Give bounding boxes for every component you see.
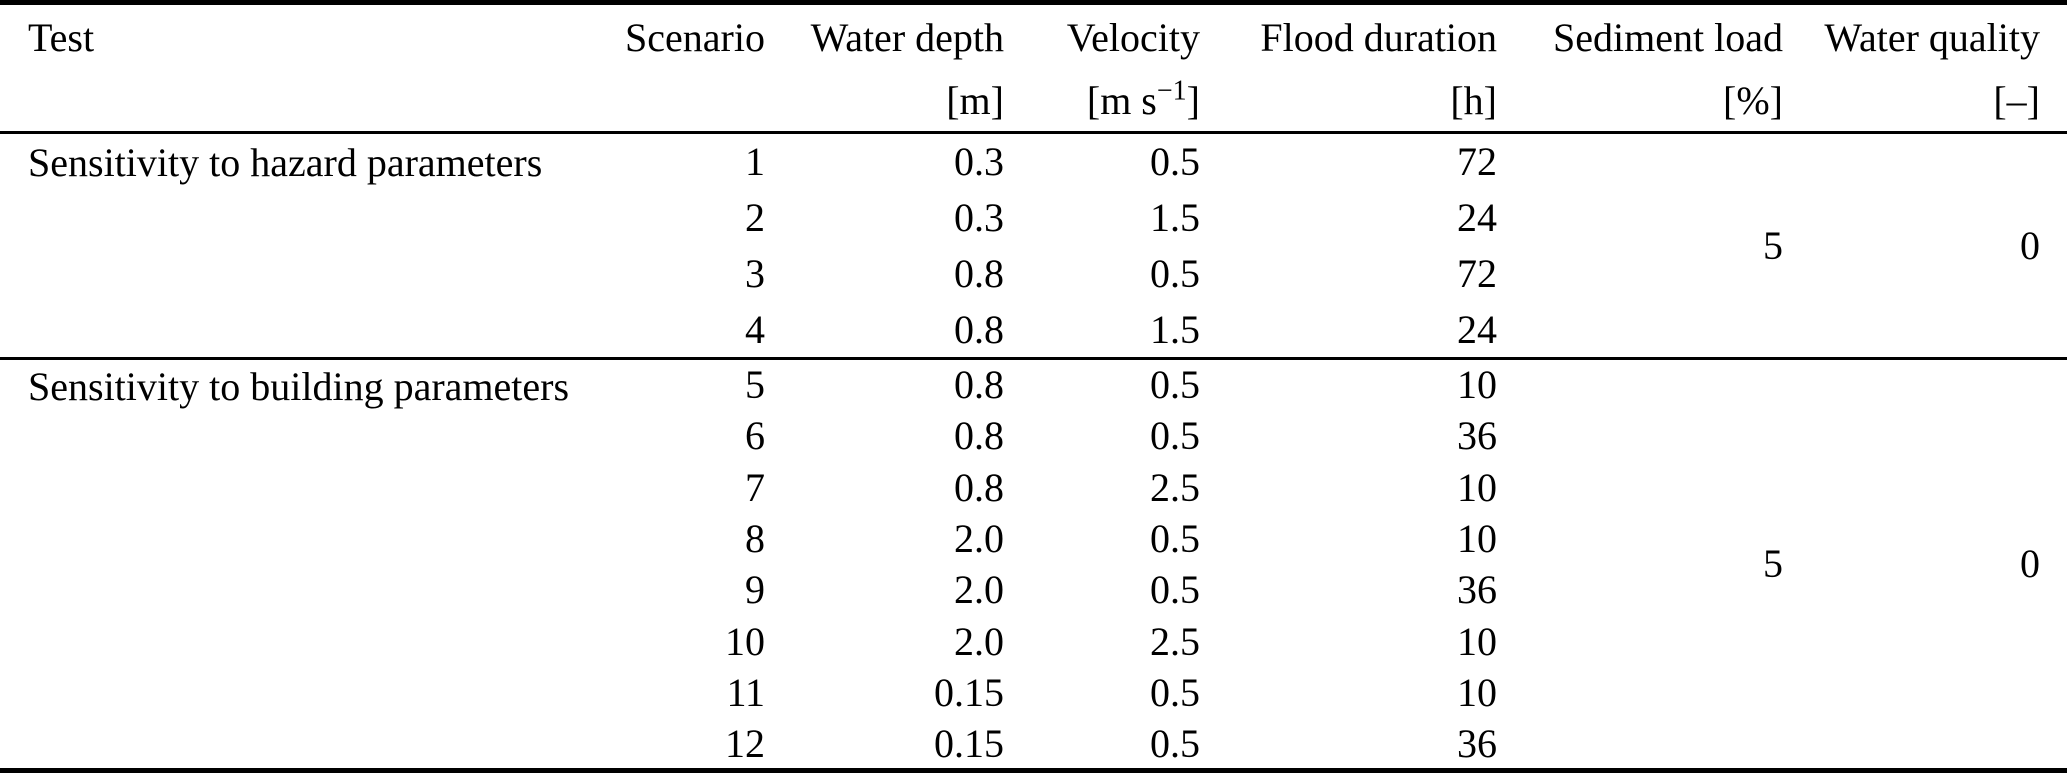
table-row: 11 0.15 0.5 10 xyxy=(0,667,2067,718)
cell-velocity: 0.5 xyxy=(1150,720,1200,766)
cell-velocity: 1.5 xyxy=(1150,194,1200,240)
unit-velocity: [m s−1] xyxy=(1014,69,1210,133)
table-row: 7 0.8 2.5 10 xyxy=(0,461,2067,512)
section-label: Sensitivity to hazard parameters xyxy=(28,140,543,185)
cell-water-depth: 2.0 xyxy=(954,515,1004,561)
column-header-water-quality: Water quality xyxy=(1824,14,2040,60)
section-label: Sensitivity to building parameters xyxy=(28,363,570,409)
cell-flood-duration: 36 xyxy=(1457,567,1497,613)
cell-scenario: 12 xyxy=(725,720,765,766)
cell-flood-duration: 36 xyxy=(1457,720,1497,766)
unit-velocity-pre: [m s xyxy=(1086,77,1157,123)
cell-water-depth: 0.3 xyxy=(954,138,1004,184)
cell-scenario: 6 xyxy=(745,413,765,459)
cell-scenario: 10 xyxy=(725,618,765,664)
cell-flood-duration: 10 xyxy=(1457,515,1497,561)
cell-scenario: 2 xyxy=(745,194,765,240)
cell-flood-duration: 10 xyxy=(1457,618,1497,664)
cell-velocity: 1.5 xyxy=(1150,306,1200,352)
cell-flood-duration: 72 xyxy=(1457,251,1497,297)
table-row: 4 0.8 1.5 24 xyxy=(0,302,2067,358)
cell-flood-duration: 24 xyxy=(1457,306,1497,352)
cell-water-depth: 0.3 xyxy=(954,194,1004,240)
cell-velocity: 0.5 xyxy=(1150,138,1200,184)
cell-flood-duration: 10 xyxy=(1457,362,1497,408)
cell-scenario: 5 xyxy=(745,362,765,408)
table-header: Test Scenario Water depth Velocity Flood… xyxy=(0,3,2067,133)
unit-velocity-superscript: −1 xyxy=(1156,75,1187,107)
section-hazard-parameters: Sensitivity to hazard parameters 1 0.3 0… xyxy=(0,133,2067,359)
cell-velocity: 2.5 xyxy=(1150,464,1200,510)
cell-velocity: 0.5 xyxy=(1150,413,1200,459)
unit-water-quality: [–] xyxy=(1993,77,2040,123)
cell-scenario: 11 xyxy=(726,670,765,716)
cell-scenario: 4 xyxy=(745,306,765,352)
table-row: 12 0.15 0.5 36 xyxy=(0,719,2067,771)
column-header-sediment-load: Sediment load xyxy=(1553,14,1783,60)
cell-velocity: 0.5 xyxy=(1150,515,1200,561)
header-unit-row: [m] [m s−1] [h] [%] [–] xyxy=(0,69,2067,133)
unit-test xyxy=(0,69,610,133)
cell-water-depth: 0.15 xyxy=(934,720,1004,766)
unit-water-depth: [m] xyxy=(946,77,1004,123)
cell-flood-duration: 36 xyxy=(1457,413,1497,459)
cell-water-depth: 0.8 xyxy=(954,464,1004,510)
column-header-flood-duration: Flood duration xyxy=(1260,14,1497,60)
column-header-water-depth: Water depth xyxy=(810,14,1004,60)
cell-sediment-load-merged: 5 xyxy=(1763,222,1783,268)
cell-velocity: 2.5 xyxy=(1150,618,1200,664)
table-row: 10 2.0 2.5 10 xyxy=(0,616,2067,667)
cell-water-depth: 0.8 xyxy=(954,413,1004,459)
cell-scenario: 8 xyxy=(745,515,765,561)
unit-scenario xyxy=(610,69,775,133)
column-header-test: Test xyxy=(28,14,95,60)
header-label-row: Test Scenario Water depth Velocity Flood… xyxy=(0,3,2067,70)
unit-velocity-post: ] xyxy=(1186,77,1200,123)
unit-sediment-load: [%] xyxy=(1723,77,1783,123)
cell-scenario: 7 xyxy=(745,464,765,510)
cell-water-quality-merged: 0 xyxy=(2020,541,2040,587)
table-row: 8 2.0 0.5 10 xyxy=(0,513,2067,564)
cell-velocity: 0.5 xyxy=(1150,251,1200,297)
cell-water-depth: 0.8 xyxy=(954,362,1004,408)
table-row: Sensitivity to building parameters 5 0.8… xyxy=(0,358,2067,586)
cell-water-depth: 0.8 xyxy=(954,306,1004,352)
cell-scenario: 3 xyxy=(745,251,765,297)
cell-water-quality-merged: 0 xyxy=(2020,222,2040,268)
column-header-velocity: Velocity xyxy=(1066,14,1200,60)
cell-scenario: 1 xyxy=(745,138,765,184)
table-row: 3 0.8 0.5 72 xyxy=(0,245,2067,301)
unit-flood-duration: [h] xyxy=(1450,77,1497,123)
column-header-scenario: Scenario xyxy=(625,14,765,60)
cell-water-depth: 0.8 xyxy=(954,251,1004,297)
cell-flood-duration: 72 xyxy=(1457,138,1497,184)
cell-velocity: 0.5 xyxy=(1150,567,1200,613)
table-row: 9 2.0 0.5 36 xyxy=(0,564,2067,615)
cell-sediment-load-merged: 5 xyxy=(1763,541,1783,587)
table-row: 2 0.3 1.5 24 xyxy=(0,189,2067,245)
table-row: 6 0.8 0.5 36 xyxy=(0,410,2067,461)
cell-flood-duration: 10 xyxy=(1457,670,1497,716)
cell-velocity: 0.5 xyxy=(1150,362,1200,408)
cell-flood-duration: 24 xyxy=(1457,194,1497,240)
section-building-parameters: Sensitivity to building parameters 5 0.8… xyxy=(0,358,2067,770)
cell-scenario: 9 xyxy=(745,567,765,613)
table-row: Sensitivity to hazard parameters 1 0.3 0… xyxy=(0,133,2067,268)
cell-water-depth: 2.0 xyxy=(954,618,1004,664)
cell-water-depth: 0.15 xyxy=(934,670,1004,716)
cell-flood-duration: 10 xyxy=(1457,464,1497,510)
cell-water-depth: 2.0 xyxy=(954,567,1004,613)
cell-velocity: 0.5 xyxy=(1150,670,1200,716)
